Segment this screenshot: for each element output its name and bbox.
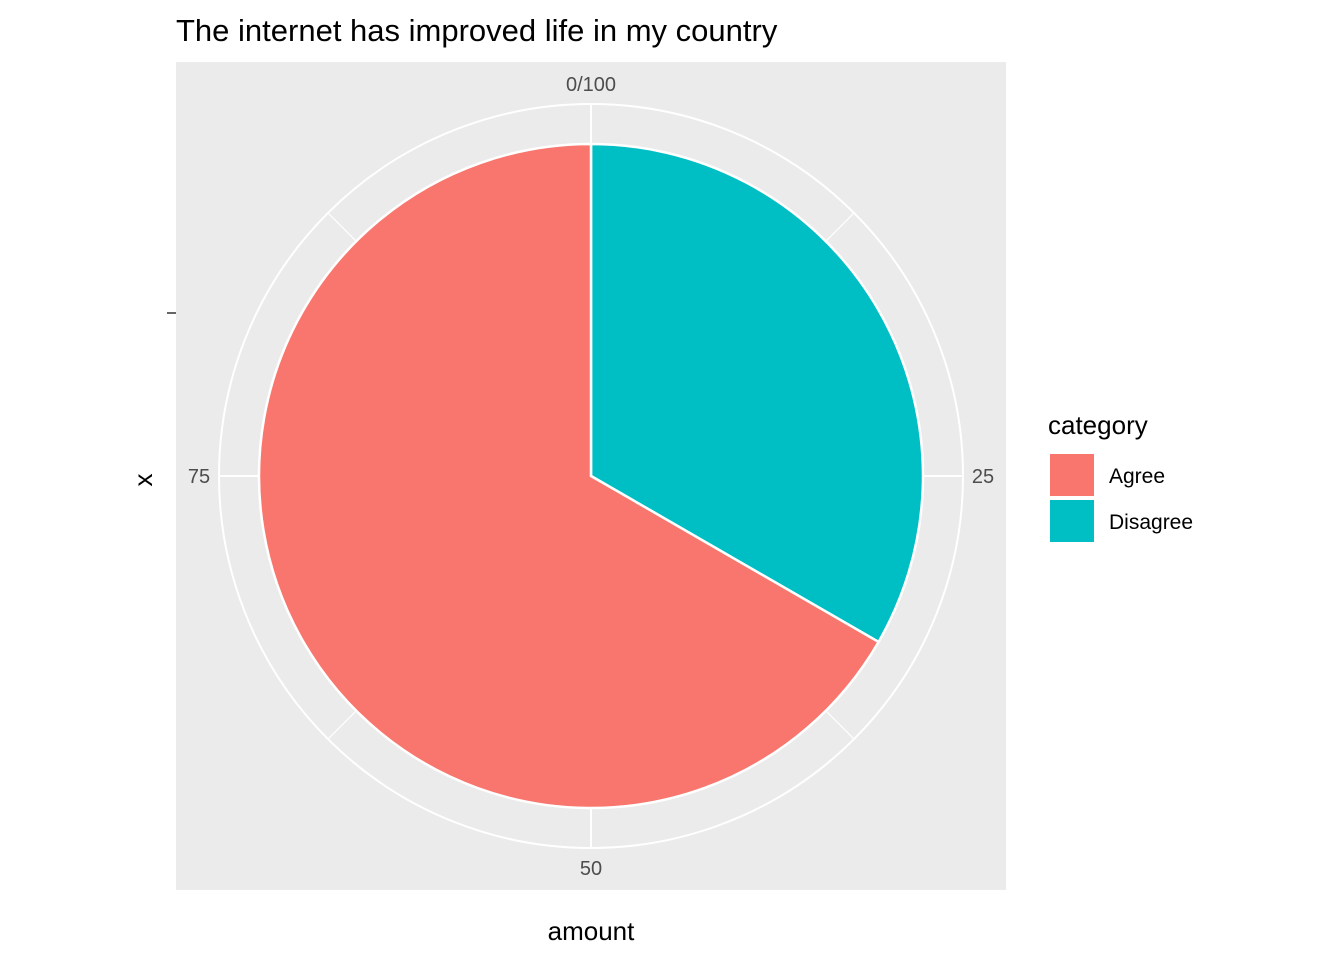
legend-label-disagree: Disagree	[1109, 511, 1193, 534]
legend-label-agree: Agree	[1109, 465, 1165, 488]
angle-tick-label: 0/100	[566, 74, 616, 96]
angle-tick-label: 75	[188, 466, 210, 488]
chart-title: The internet has improved life in my cou…	[176, 13, 778, 48]
angle-tick-label: 50	[580, 858, 602, 880]
pie-slices	[257, 142, 925, 810]
legend-key-disagree	[1050, 500, 1094, 542]
angle-tick-label: 25	[972, 466, 994, 488]
legend-title: category	[1048, 410, 1148, 440]
y-axis-title: x	[128, 474, 158, 487]
pie-slice-agree	[257, 142, 881, 810]
legend-key-agree	[1050, 454, 1094, 496]
angle-tick-labels: 0/100 25 50 75	[188, 74, 994, 880]
pie-slice-disagree	[589, 142, 925, 644]
legend: category Agree Disagree	[1048, 410, 1193, 542]
x-axis-title: amount	[548, 916, 635, 946]
